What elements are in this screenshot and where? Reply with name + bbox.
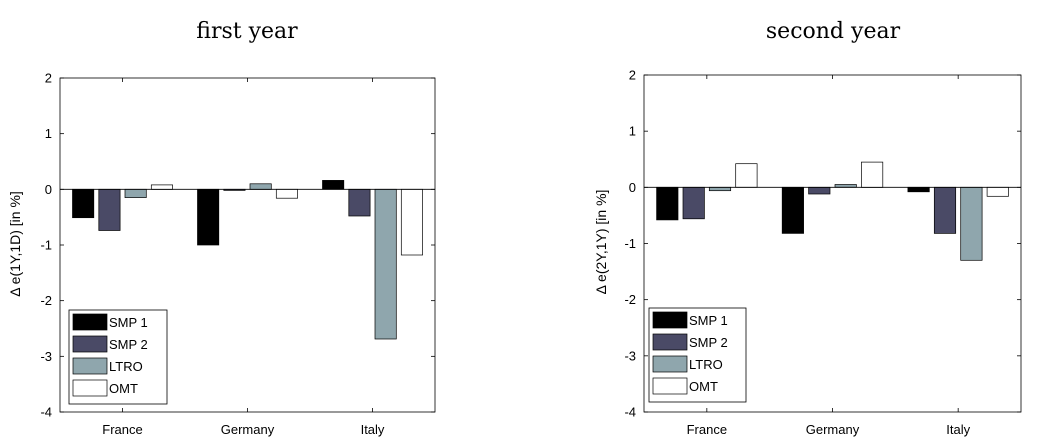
y-axis-label: Δ e(2Y,1Y) [in %] (593, 190, 609, 295)
bar-smp-1-italy (322, 180, 345, 190)
y-tick-label: -2 (624, 292, 636, 307)
legend-swatch (72, 335, 108, 353)
chart-title: first year (196, 19, 298, 44)
legend-swatch (652, 311, 688, 329)
bars (656, 161, 1009, 261)
bar-smp-1-italy (907, 186, 930, 193)
bar-smp-2-france (98, 188, 121, 231)
legend-label: LTRO (109, 359, 143, 374)
bar-omt-france (735, 163, 758, 188)
y-tick-label: -3 (40, 349, 52, 364)
bar-ltro-italy (374, 188, 397, 340)
legend-label: OMT (109, 381, 138, 396)
y-axis-label: Δ e(1Y,1D) [in %] (7, 191, 23, 297)
y-tick-label: -1 (40, 238, 52, 253)
bar-ltro-italy (960, 186, 983, 261)
x-tick-label: France (687, 422, 727, 437)
y-tick-label: -4 (40, 405, 52, 420)
x-tick-label: Italy (361, 422, 385, 437)
legend-swatch (652, 355, 688, 373)
y-tick-label: 1 (45, 126, 52, 141)
bar-omt-italy (986, 186, 1009, 197)
legend-swatch (652, 377, 688, 395)
bar-smp-1-france (72, 188, 95, 219)
legend-label: SMP 1 (689, 313, 728, 328)
y-tick-label: 1 (629, 124, 636, 139)
y-tick-label: -4 (624, 405, 636, 420)
bar-smp-1-germany (781, 186, 804, 234)
bar-ltro-france (124, 188, 147, 198)
x-tick-label: Italy (946, 422, 970, 437)
y-tick-label: 0 (45, 182, 52, 197)
bar-omt-germany (861, 161, 884, 188)
bar-smp-2-germany (808, 186, 831, 195)
legend-swatch (72, 313, 108, 331)
legend-swatch (652, 333, 688, 351)
legend-label: LTRO (689, 357, 723, 372)
bar-ltro-germany (834, 184, 857, 188)
legend-label: SMP 2 (109, 337, 148, 352)
y-tick-label: -1 (624, 236, 636, 251)
y-tick-label: 2 (629, 68, 636, 83)
bar-ltro-germany (249, 183, 272, 190)
bar-smp-2-italy (933, 186, 957, 234)
x-tick-label: Germany (221, 422, 275, 437)
y-tick-label: 0 (629, 180, 636, 195)
axis-ticks: -4 -3 -2 -1 0 1 2 France Germany Italy (40, 71, 435, 437)
bar-smp-1-germany (197, 188, 220, 246)
chart-title: second year (766, 19, 901, 44)
bar-omt-italy (400, 188, 423, 256)
bar-smp-1-france (656, 186, 679, 221)
bar-omt-germany (275, 188, 298, 199)
bar-smp-2-italy (348, 188, 371, 217)
bar-ltro-france (708, 186, 732, 192)
y-tick-label: 2 (45, 71, 52, 86)
legend-swatch (72, 379, 108, 397)
legend: SMP 1 SMP 2 LTRO OMT (68, 309, 168, 405)
bar-omt-france (150, 184, 173, 190)
chart-panel-first-year: first year Δ e(1Y,1D) [in %] -4 -3 -2 -1 0 1 2… (7, 19, 436, 437)
x-tick-label: Germany (806, 422, 860, 437)
legend-label: OMT (689, 379, 718, 394)
bar-smp-2-france (682, 186, 705, 220)
legend-label: SMP 2 (689, 335, 728, 350)
chart-panel-second-year: second year Δ e(2Y,1Y) [in %] -4 -3 -2 -1 0 1… (593, 19, 1022, 437)
axis-ticks: -4 -3 -2 -1 0 1 2 France Germany Italy (624, 68, 1021, 437)
x-tick-label: France (102, 422, 142, 437)
y-tick-label: -3 (624, 348, 636, 363)
y-tick-label: -2 (40, 293, 52, 308)
legend-label: SMP 1 (109, 315, 148, 330)
legend: SMP 1 SMP 2 LTRO OMT (648, 307, 747, 403)
legend-swatch (72, 357, 108, 375)
